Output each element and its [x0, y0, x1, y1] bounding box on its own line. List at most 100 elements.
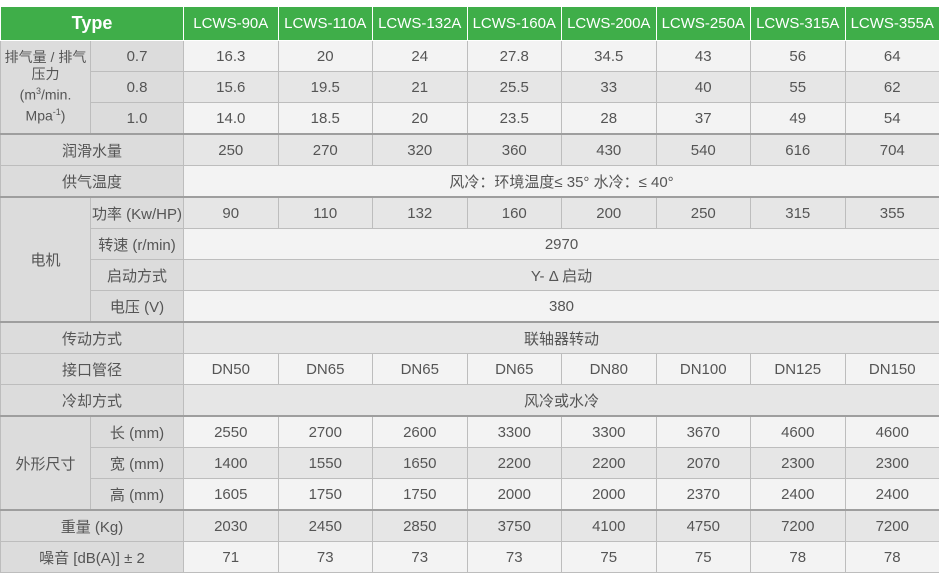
width-value: 2070 — [656, 448, 751, 479]
motor-label: 电机 — [1, 197, 91, 322]
length-label: 长 (mm) — [91, 416, 184, 448]
table-row: 转速 (r/min)2970 — [1, 229, 939, 260]
displacement-value: 24 — [373, 41, 468, 72]
displacement-value: 25.5 — [467, 72, 562, 103]
weight-value: 2450 — [278, 510, 373, 542]
pipe-value: DN150 — [845, 354, 939, 385]
pipe-value: DN80 — [562, 354, 657, 385]
displacement-value: 43 — [656, 41, 751, 72]
lubrication-value: 250 — [184, 134, 279, 166]
displacement-value: 18.5 — [278, 103, 373, 135]
lubrication-value: 360 — [467, 134, 562, 166]
length-value: 3300 — [562, 416, 657, 448]
width-value: 1650 — [373, 448, 468, 479]
noise-value: 73 — [467, 542, 562, 573]
width-label: 宽 (mm) — [91, 448, 184, 479]
lubrication-value: 270 — [278, 134, 373, 166]
pipe-value: DN65 — [278, 354, 373, 385]
pressure-label: 0.8 — [91, 72, 184, 103]
length-value: 2600 — [373, 416, 468, 448]
power-value: 355 — [845, 197, 939, 229]
lubrication-value: 320 — [373, 134, 468, 166]
height-value: 2000 — [467, 479, 562, 511]
power-value: 160 — [467, 197, 562, 229]
displacement-value: 55 — [751, 72, 846, 103]
weight-value: 7200 — [845, 510, 939, 542]
displacement-value: 20 — [278, 41, 373, 72]
model-header: LCWS-200A — [562, 7, 657, 41]
weight-value: 2850 — [373, 510, 468, 542]
unit: ) — [61, 108, 66, 124]
cooling-value: 风冷或水冷 — [184, 385, 939, 417]
voltage-value: 380 — [184, 291, 939, 323]
cooling-label: 冷却方式 — [1, 385, 184, 417]
pressure-label: 0.7 — [91, 41, 184, 72]
noise-value: 78 — [845, 542, 939, 573]
height-value: 1750 — [278, 479, 373, 511]
noise-value: 75 — [656, 542, 751, 573]
height-value: 2370 — [656, 479, 751, 511]
pressure-label: 1.0 — [91, 103, 184, 135]
table-row: 供气温度风冷：环境温度≤ 35° 水冷：≤ 40° — [1, 166, 939, 198]
noise-value: 71 — [184, 542, 279, 573]
drive-label: 传动方式 — [1, 322, 184, 354]
displacement-value: 40 — [656, 72, 751, 103]
height-value: 2000 — [562, 479, 657, 511]
height-value: 1605 — [184, 479, 279, 511]
displacement-value: 16.3 — [184, 41, 279, 72]
lubrication-value: 540 — [656, 134, 751, 166]
lubrication-label: 润滑水量 — [1, 134, 184, 166]
unit: /min. — [41, 87, 71, 103]
model-header: LCWS-110A — [278, 7, 373, 41]
displacement-value: 33 — [562, 72, 657, 103]
displacement-value: 49 — [751, 103, 846, 135]
type-header: Type — [1, 7, 184, 41]
start-value: Y- Δ 启动 — [184, 260, 939, 291]
displacement-value: 34.5 — [562, 41, 657, 72]
power-value: 132 — [373, 197, 468, 229]
model-header: LCWS-90A — [184, 7, 279, 41]
noise-value: 73 — [278, 542, 373, 573]
width-value: 2200 — [467, 448, 562, 479]
height-value: 2400 — [845, 479, 939, 511]
lubrication-value: 430 — [562, 134, 657, 166]
displacement-value: 62 — [845, 72, 939, 103]
displacement-label-text: 排气量 / 排气压力 — [5, 49, 87, 82]
length-value: 2550 — [184, 416, 279, 448]
width-value: 1400 — [184, 448, 279, 479]
displacement-value: 64 — [845, 41, 939, 72]
drive-value: 联轴器转动 — [184, 322, 939, 354]
length-value: 3670 — [656, 416, 751, 448]
displacement-value: 21 — [373, 72, 468, 103]
noise-value: 75 — [562, 542, 657, 573]
height-value: 2400 — [751, 479, 846, 511]
displacement-value: 28 — [562, 103, 657, 135]
width-value: 2300 — [751, 448, 846, 479]
table-row: 电压 (V)380 — [1, 291, 939, 323]
power-value: 110 — [278, 197, 373, 229]
model-header: LCWS-315A — [751, 7, 846, 41]
length-value: 4600 — [845, 416, 939, 448]
power-value: 200 — [562, 197, 657, 229]
model-header: LCWS-355A — [845, 7, 939, 41]
table-row: 冷却方式风冷或水冷 — [1, 385, 939, 417]
displacement-value: 37 — [656, 103, 751, 135]
model-header: LCWS-250A — [656, 7, 751, 41]
supply-temp-label: 供气温度 — [1, 166, 184, 198]
weight-label: 重量 (Kg) — [1, 510, 184, 542]
noise-value: 73 — [373, 542, 468, 573]
power-value: 315 — [751, 197, 846, 229]
start-label: 启动方式 — [91, 260, 184, 291]
